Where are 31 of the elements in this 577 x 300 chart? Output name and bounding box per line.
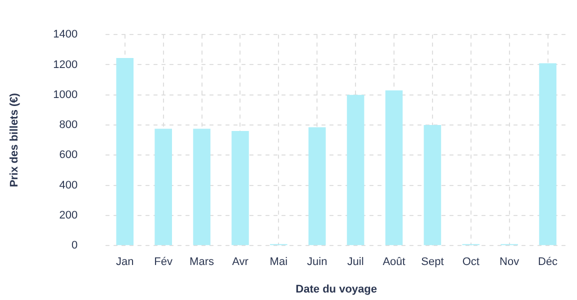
bar (193, 128, 210, 246)
y-axis-title: Prix des billets (€) (8, 92, 21, 188)
y-tick-label: 1400 (53, 28, 78, 41)
x-tick-label: Fév (154, 256, 173, 268)
x-tick-label: Mai (270, 256, 288, 268)
y-tick-label: 1000 (53, 88, 78, 101)
y-tick-label: 0 (72, 240, 78, 252)
bar (385, 90, 403, 246)
y-tick-label: 800 (59, 119, 78, 132)
x-tick-label: Déc (538, 256, 558, 268)
x-tick-label: Jan (116, 256, 134, 268)
bar (346, 94, 364, 246)
bar (154, 128, 172, 246)
x-tick-label: Mars (190, 256, 214, 268)
x-tick-label: Juil (347, 256, 364, 268)
x-axis-title: Date du voyage (296, 283, 377, 296)
x-tick-label: Sept (421, 256, 444, 268)
y-tick-label: 400 (59, 179, 78, 192)
x-tick-label: Août (382, 256, 406, 268)
bar (424, 125, 442, 246)
bar (539, 63, 556, 246)
x-tick-label: Juin (307, 256, 328, 268)
y-tick-label: 600 (59, 149, 78, 162)
x-tick-label: Avr (232, 256, 249, 268)
bar (308, 127, 326, 246)
y-tick-label: 200 (59, 209, 78, 222)
bar (116, 58, 134, 246)
x-tick-label: Oct (462, 256, 480, 268)
x-tick-label: Nov (500, 256, 520, 268)
y-tick-label: 1200 (53, 58, 78, 71)
bar (232, 131, 249, 246)
